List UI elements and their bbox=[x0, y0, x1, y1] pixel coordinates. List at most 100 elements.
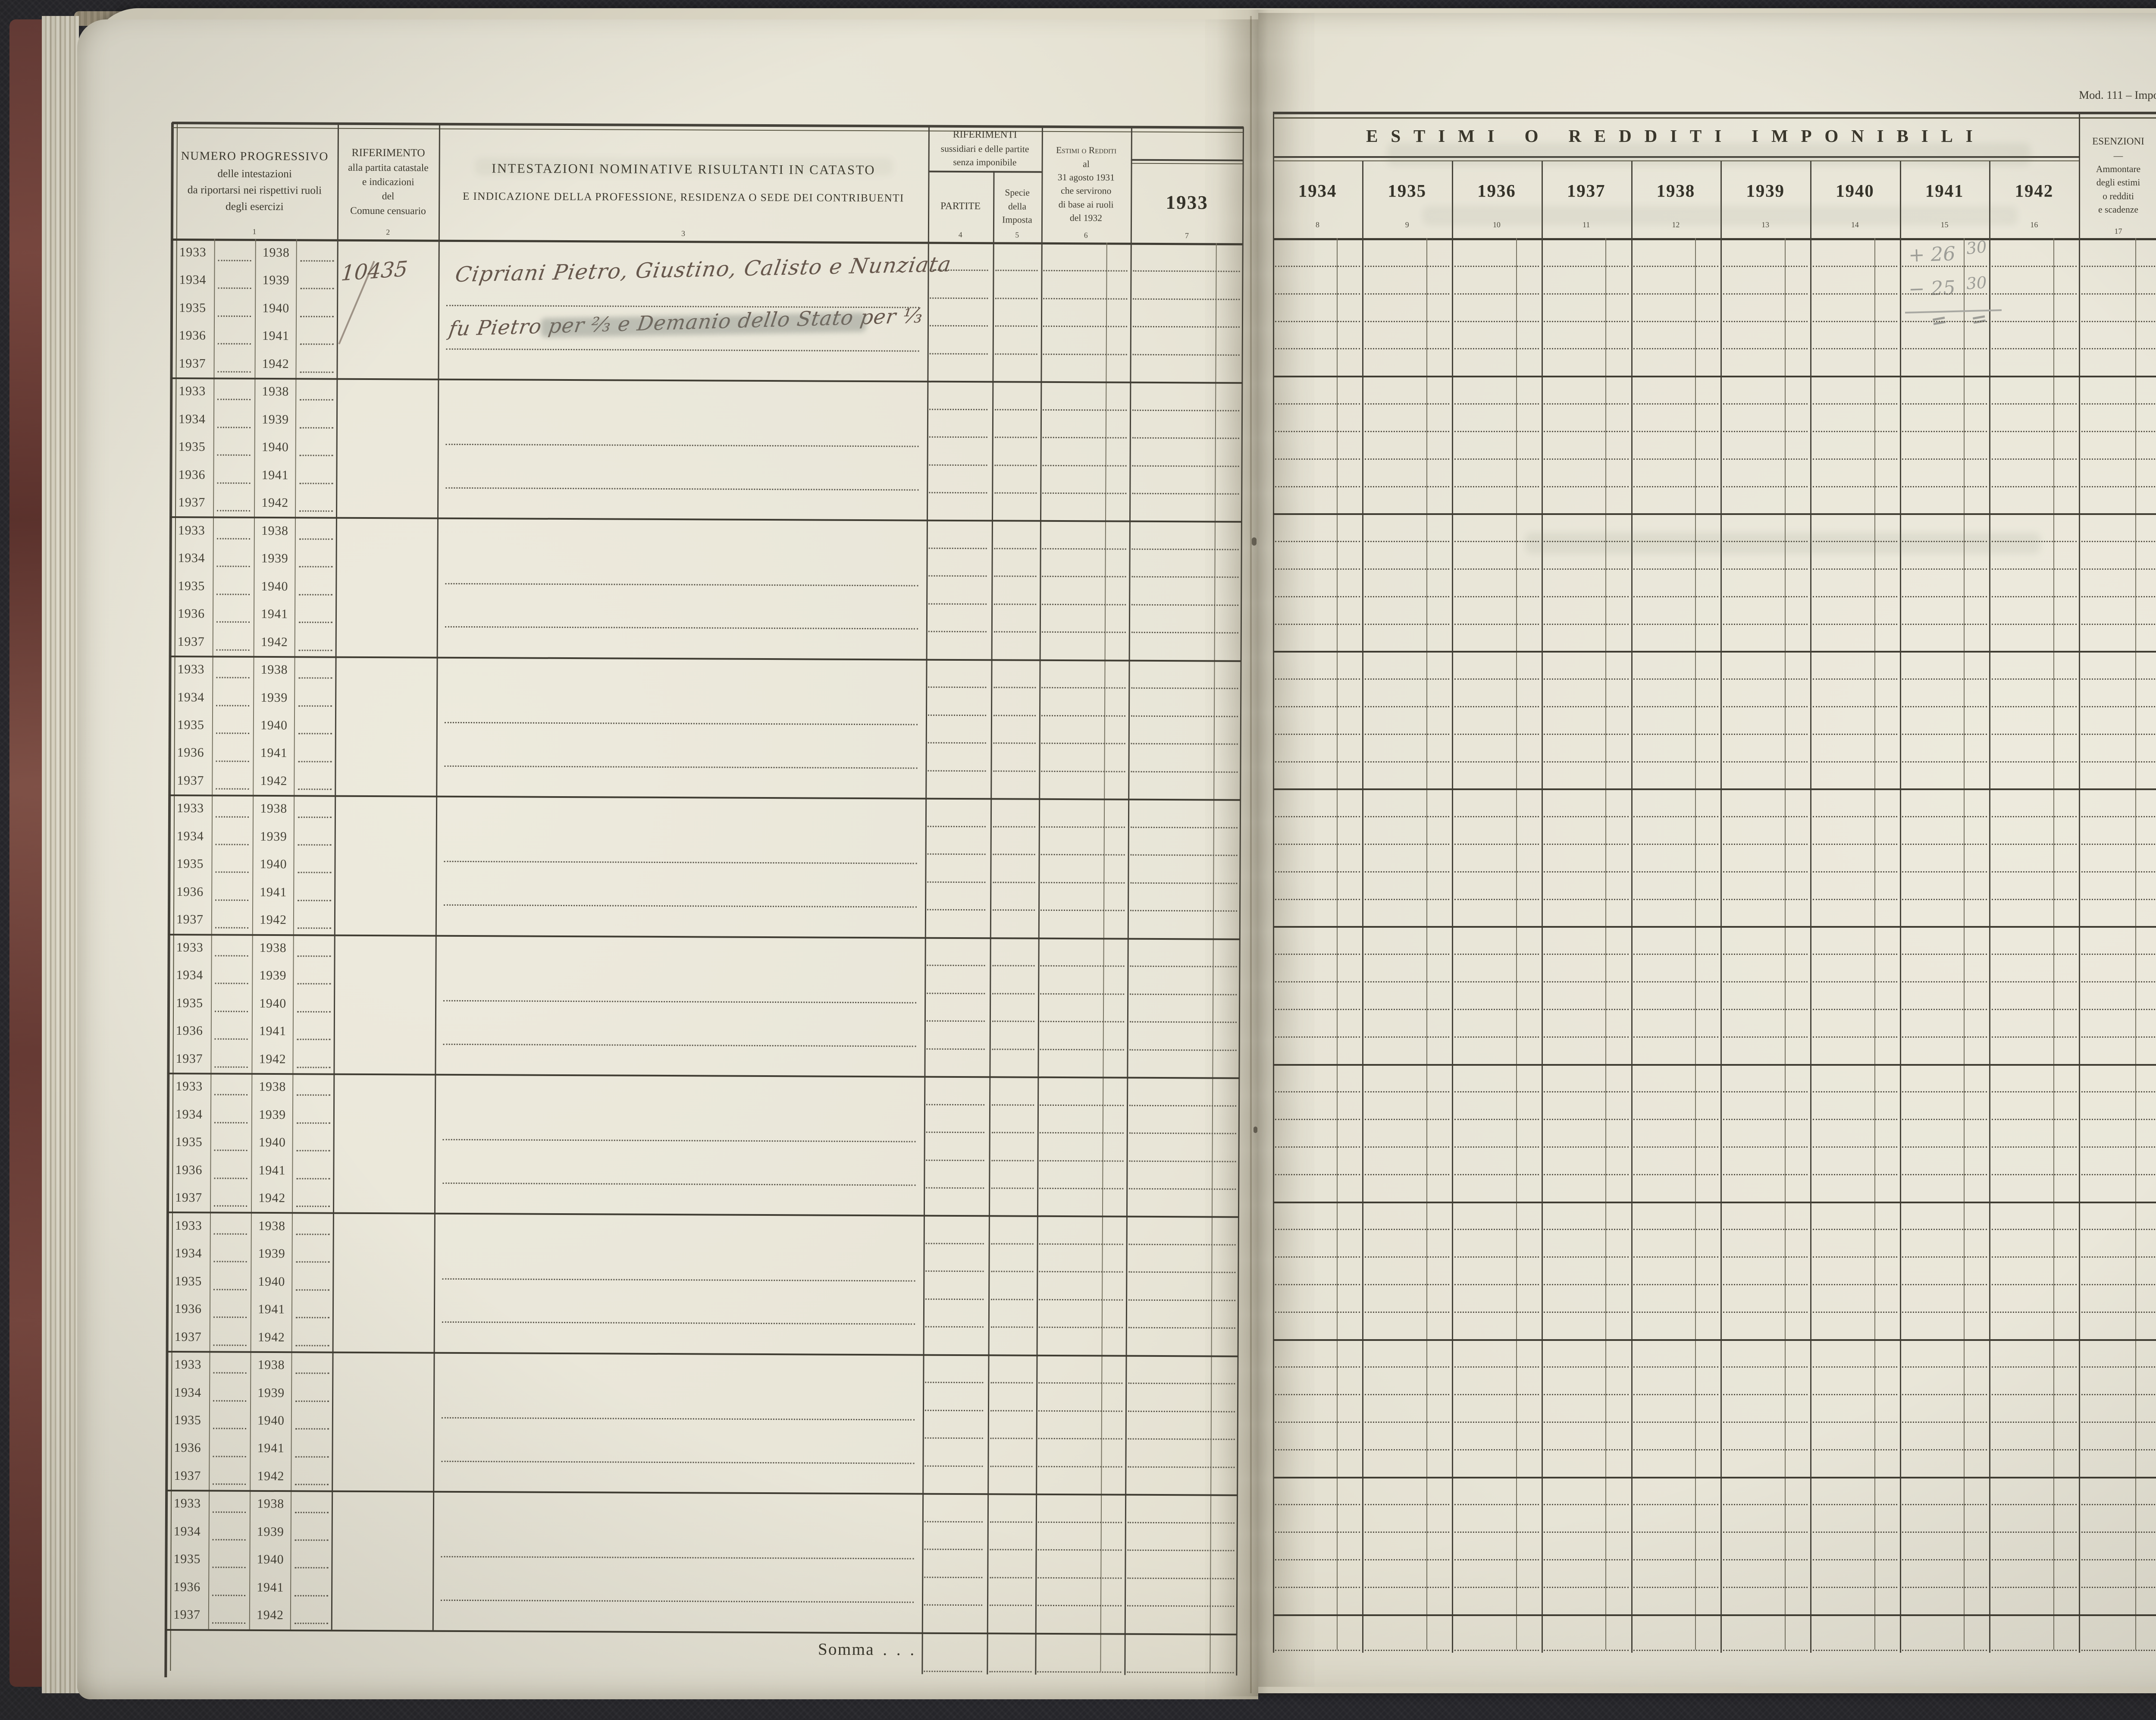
dotted-leader bbox=[297, 927, 331, 929]
row-divider bbox=[1127, 1522, 1235, 1524]
column-border bbox=[987, 171, 995, 1674]
row-year-label: 1933 bbox=[176, 940, 204, 954]
row-divider bbox=[1275, 706, 1360, 707]
row-divider bbox=[1454, 320, 1539, 322]
row-year-label: 1937 bbox=[176, 912, 204, 927]
row-divider bbox=[2081, 844, 2156, 845]
row-divider bbox=[1364, 954, 1450, 955]
row-divider bbox=[925, 1326, 984, 1328]
row-divider bbox=[928, 631, 987, 633]
row-divider bbox=[1902, 623, 1987, 625]
row-divider bbox=[1131, 687, 1238, 689]
row-divider bbox=[1633, 1586, 1718, 1588]
block-divider bbox=[166, 1489, 1238, 1496]
somma-row-line bbox=[1633, 1649, 1718, 1651]
row-divider bbox=[1723, 706, 1808, 707]
row-divider bbox=[1812, 871, 1898, 873]
column-border bbox=[1720, 161, 1722, 1653]
column-number: 17 bbox=[2114, 226, 2122, 235]
dotted-leader bbox=[295, 1483, 329, 1485]
row-divider bbox=[1992, 1174, 2077, 1175]
row-divider bbox=[1723, 981, 1808, 982]
row-divider bbox=[1127, 1577, 1235, 1579]
dotted-leader bbox=[297, 1011, 331, 1013]
row-year-label: 1936 bbox=[175, 1301, 202, 1316]
row-divider bbox=[1902, 871, 1987, 873]
dotted-leader bbox=[216, 732, 249, 734]
row-year-label: 1942 bbox=[260, 773, 288, 788]
dotted-leader bbox=[213, 1511, 246, 1513]
row-divider bbox=[1454, 1586, 1539, 1588]
row-divider bbox=[1992, 1422, 2077, 1423]
row-divider bbox=[1812, 1146, 1898, 1148]
row-divider bbox=[2081, 1174, 2156, 1175]
row-divider bbox=[1902, 1119, 1987, 1120]
row-divider bbox=[1812, 266, 1898, 267]
row-divider bbox=[1275, 1532, 1360, 1533]
block-divider bbox=[1272, 651, 2156, 653]
row-divider bbox=[1544, 733, 1629, 735]
banner-estimi-redditi: ESTIMI O REDDITI IMPONIBILI bbox=[1366, 126, 1986, 146]
writing-line bbox=[444, 765, 918, 769]
row-divider bbox=[1275, 1394, 1360, 1395]
dotted-leader bbox=[213, 1372, 247, 1374]
row-divider bbox=[1633, 1008, 1718, 1010]
row-divider bbox=[1275, 678, 1360, 680]
row-divider bbox=[1128, 1438, 1235, 1440]
row-divider bbox=[995, 325, 1038, 327]
row-divider bbox=[990, 1326, 1034, 1328]
dotted-leader bbox=[216, 760, 249, 762]
dotted-leader bbox=[217, 370, 251, 373]
dotted-leader bbox=[296, 1177, 330, 1179]
block-divider bbox=[168, 1072, 1240, 1079]
row-divider bbox=[990, 1521, 1033, 1523]
row-divider bbox=[2081, 678, 2156, 680]
row-year-label: 1935 bbox=[176, 857, 204, 871]
row-divider bbox=[1127, 1549, 1235, 1551]
header-line: o redditi bbox=[2103, 191, 2134, 201]
row-year-label: 1941 bbox=[260, 745, 288, 760]
dotted-leader bbox=[296, 1205, 330, 1207]
row-divider bbox=[1633, 1284, 1718, 1285]
row-divider bbox=[1812, 678, 1898, 680]
row-divider bbox=[1902, 1174, 1987, 1175]
row-divider bbox=[1043, 436, 1127, 439]
writing-line bbox=[441, 1460, 915, 1464]
row-year-label: 1941 bbox=[258, 1163, 286, 1177]
somma-row-line bbox=[1992, 1649, 2077, 1651]
row-year-label: 1938 bbox=[263, 245, 290, 260]
row-year-label: 1933 bbox=[179, 245, 207, 259]
row-divider bbox=[1723, 816, 1808, 817]
block-divider bbox=[169, 933, 1241, 940]
row-divider bbox=[927, 1048, 985, 1050]
dotted-leader bbox=[214, 1066, 248, 1068]
block-divider bbox=[170, 516, 1242, 523]
row-divider bbox=[1454, 1174, 1539, 1175]
row-year-label: 1937 bbox=[177, 773, 204, 788]
row-year-label: 1942 bbox=[258, 1330, 285, 1344]
writing-line bbox=[444, 904, 917, 908]
row-divider bbox=[2081, 320, 2156, 322]
row-divider bbox=[1364, 1229, 1450, 1230]
row-divider bbox=[1902, 1394, 1987, 1395]
dotted-leader bbox=[297, 1066, 331, 1068]
row-divider bbox=[1454, 266, 1539, 267]
writing-line bbox=[445, 582, 918, 586]
row-divider bbox=[927, 992, 985, 994]
row-divider bbox=[1902, 981, 1987, 982]
row-year-label: 1939 bbox=[262, 412, 289, 427]
row-divider bbox=[1992, 1394, 2077, 1395]
table-border bbox=[1272, 112, 2156, 114]
dotted-leader bbox=[215, 982, 248, 984]
row-divider bbox=[1275, 568, 1360, 570]
row-divider bbox=[1039, 1243, 1123, 1245]
row-divider bbox=[1992, 1449, 2077, 1450]
row-divider bbox=[1454, 430, 1539, 432]
row-divider bbox=[1275, 430, 1360, 432]
row-divider bbox=[1544, 1174, 1629, 1175]
row-divider bbox=[1633, 1559, 1718, 1560]
dotted-leader bbox=[297, 1039, 331, 1040]
row-divider bbox=[2081, 954, 2156, 955]
row-year-label: 1942 bbox=[262, 356, 289, 371]
row-divider bbox=[1723, 678, 1808, 680]
